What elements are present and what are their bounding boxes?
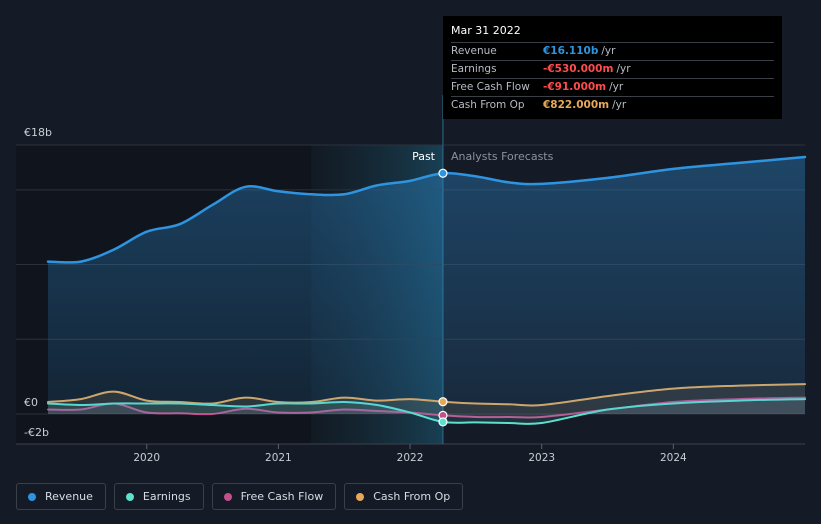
marker-earnings (438, 417, 448, 427)
tooltip-label: Earnings (451, 63, 497, 75)
tooltip-value: -€91.000m (543, 81, 607, 93)
y-tick-label-max: €18b (24, 126, 52, 139)
tooltip-row-free-cash-flow: Free Cash Flow -€91.000m /yr (451, 78, 774, 96)
markers-layer (438, 168, 448, 427)
x-tick-label: 2024 (660, 452, 687, 464)
legend-label: Cash From Op (373, 490, 451, 503)
x-tick-label: 2020 (133, 452, 160, 464)
tooltip-value: -€530.000m (543, 63, 614, 75)
legend-label: Free Cash Flow (240, 490, 324, 503)
forecast-label: Analysts Forecasts (451, 150, 554, 163)
legend-dot-icon (356, 492, 365, 501)
legend-label: Earnings (142, 490, 191, 503)
tooltip-row-cash-from-op: Cash From Op €822.000m /yr (451, 96, 774, 114)
marker-cash-from-op (438, 397, 448, 407)
legend-dot-icon (125, 492, 134, 501)
tooltip-unit: /yr (601, 45, 616, 57)
tooltip-unit: /yr (616, 63, 631, 75)
tooltip-value: €16.110b (543, 45, 599, 57)
y-tick-label-min: -€2b (24, 426, 49, 439)
tooltip-value: €822.000m (543, 99, 610, 111)
tooltip-label: Free Cash Flow (451, 81, 530, 93)
chart-legend: Revenue Earnings Free Cash Flow Cash Fro… (16, 483, 464, 510)
legend-item-earnings[interactable]: Earnings (113, 483, 204, 510)
tooltip-unit: /yr (612, 99, 627, 111)
tooltip-label: Cash From Op (451, 99, 525, 111)
x-tick-label: 2023 (528, 452, 555, 464)
chart-area: €18b €0 -€2b Past Analysts Forecasts 202… (16, 95, 807, 464)
legend-item-cash-from-op[interactable]: Cash From Op (344, 483, 464, 510)
series-area-revenue (48, 157, 805, 414)
y-tick-label-zero: €0 (24, 396, 38, 409)
tooltip-date: Mar 31 2022 (451, 24, 521, 37)
legend-item-free-cash-flow[interactable]: Free Cash Flow (211, 483, 337, 510)
labels-layer: €18b €0 -€2b Past Analysts Forecasts 202… (24, 126, 687, 464)
tooltip-unit: /yr (609, 81, 624, 93)
x-tick-label: 2022 (397, 452, 424, 464)
legend-label: Revenue (45, 490, 93, 503)
tooltip-row-revenue: Revenue €16.110b /yr (451, 42, 774, 60)
x-tick-label: 2021 (265, 452, 292, 464)
legend-dot-icon (223, 492, 232, 501)
marker-revenue (438, 168, 448, 178)
legend-item-revenue[interactable]: Revenue (16, 483, 106, 510)
tooltip-row-earnings: Earnings -€530.000m /yr (451, 60, 774, 78)
data-tooltip: Mar 31 2022 Revenue €16.110b /yr Earning… (443, 16, 782, 119)
tooltip-label: Revenue (451, 45, 497, 57)
legend-dot-icon (28, 492, 36, 501)
series-layer (46, 155, 807, 425)
past-label: Past (412, 150, 436, 163)
